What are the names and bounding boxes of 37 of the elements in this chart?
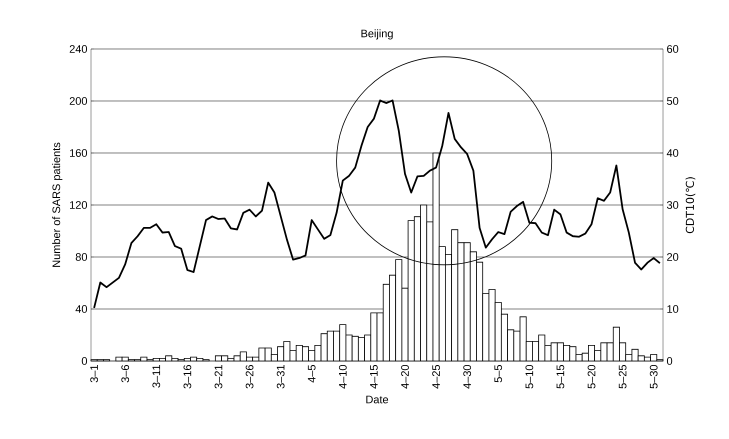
x-tick-label: 4–15 bbox=[370, 364, 378, 389]
x-tick-label: 3–11 bbox=[152, 365, 160, 388]
y2-tick-label: 40 bbox=[666, 149, 678, 157]
y-tick-label: 200 bbox=[70, 97, 88, 105]
x-tick-label: 4–20 bbox=[401, 364, 409, 389]
y2-tick-label: 0 bbox=[666, 357, 672, 365]
x-tick-label: 3–26 bbox=[246, 365, 254, 388]
x-tick-label: 5–25 bbox=[618, 364, 626, 388]
y-tick-label: 80 bbox=[76, 253, 88, 261]
y2-tick-label: 30 bbox=[666, 201, 678, 209]
x-tick-label: 4–10 bbox=[338, 364, 347, 389]
y-tick-label: 160 bbox=[70, 149, 88, 157]
x-tick-label: 3–16 bbox=[184, 365, 192, 388]
x-tick-label: 5–30 bbox=[650, 364, 658, 388]
y2-tick-label: 50 bbox=[666, 97, 678, 105]
x-axis-title: Date bbox=[366, 396, 388, 404]
x-tick-label: 5–20 bbox=[588, 364, 596, 388]
y-tick-label: 40 bbox=[76, 305, 88, 313]
x-tick-label: 3–6 bbox=[121, 365, 130, 382]
y2-tick-label: 20 bbox=[667, 253, 678, 261]
chart-title: Beijing bbox=[361, 29, 393, 40]
y-tick-label: 0 bbox=[82, 357, 88, 365]
y-tick-label: 120 bbox=[70, 201, 88, 209]
x-tick-label: 5–5 bbox=[494, 364, 502, 382]
y-axis-title: Number of SARS patients bbox=[52, 142, 62, 267]
x-tick-label: 5–15 bbox=[556, 364, 564, 388]
x-tick-label: 4–25 bbox=[432, 364, 440, 389]
x-tick-label: 3–21 bbox=[214, 365, 222, 388]
x-tick-label: 5–10 bbox=[525, 364, 534, 388]
x-tick-label: 3–31 bbox=[276, 365, 285, 388]
y2-tick-label: 10 bbox=[667, 305, 678, 313]
x-tick-label: 3–1 bbox=[90, 365, 98, 382]
x-tick-label: 4–5 bbox=[308, 364, 316, 383]
y2-tick-label: 60 bbox=[667, 45, 678, 53]
y2-axis-title: CDT10(℃) bbox=[686, 177, 696, 234]
x-tick-label: 4–30 bbox=[463, 364, 472, 389]
y-tick-label: 240 bbox=[70, 45, 88, 53]
